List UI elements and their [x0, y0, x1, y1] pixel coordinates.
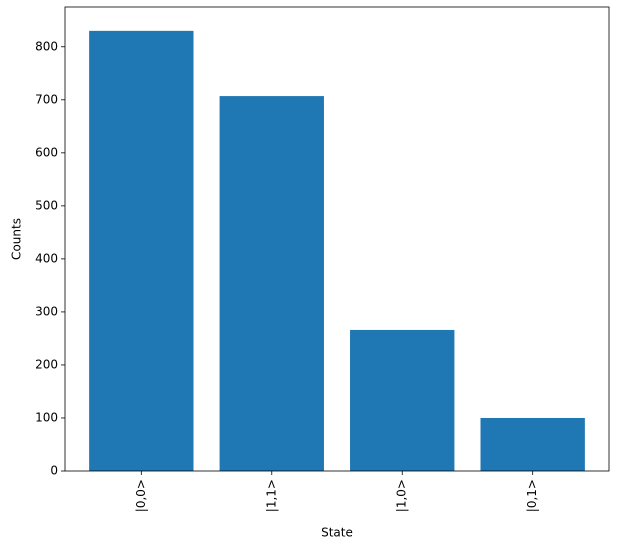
x-tick-label: |0,0>	[134, 479, 148, 512]
bar	[219, 96, 324, 471]
y-tick-label: 800	[35, 39, 58, 53]
x-tick-label: |1,1>	[264, 479, 278, 512]
y-tick-label: 0	[50, 464, 58, 478]
y-tick-label: 100	[35, 410, 58, 424]
y-tick-label: 500	[35, 198, 58, 212]
x-axis-label: State	[321, 526, 353, 540]
plot-frame	[64, 6, 610, 472]
y-tick-label: 700	[35, 92, 58, 106]
bar	[350, 329, 455, 471]
x-tick-label: |1,0>	[395, 479, 409, 512]
y-tick-label: 600	[35, 145, 58, 159]
y-tick-label: 200	[35, 357, 58, 371]
x-tick-label: |0,1>	[525, 479, 539, 512]
bar	[89, 30, 194, 472]
y-tick-label: 300	[35, 304, 58, 318]
bar	[480, 417, 585, 471]
y-axis-label: Counts	[10, 218, 24, 260]
y-tick-label: 400	[35, 251, 58, 265]
